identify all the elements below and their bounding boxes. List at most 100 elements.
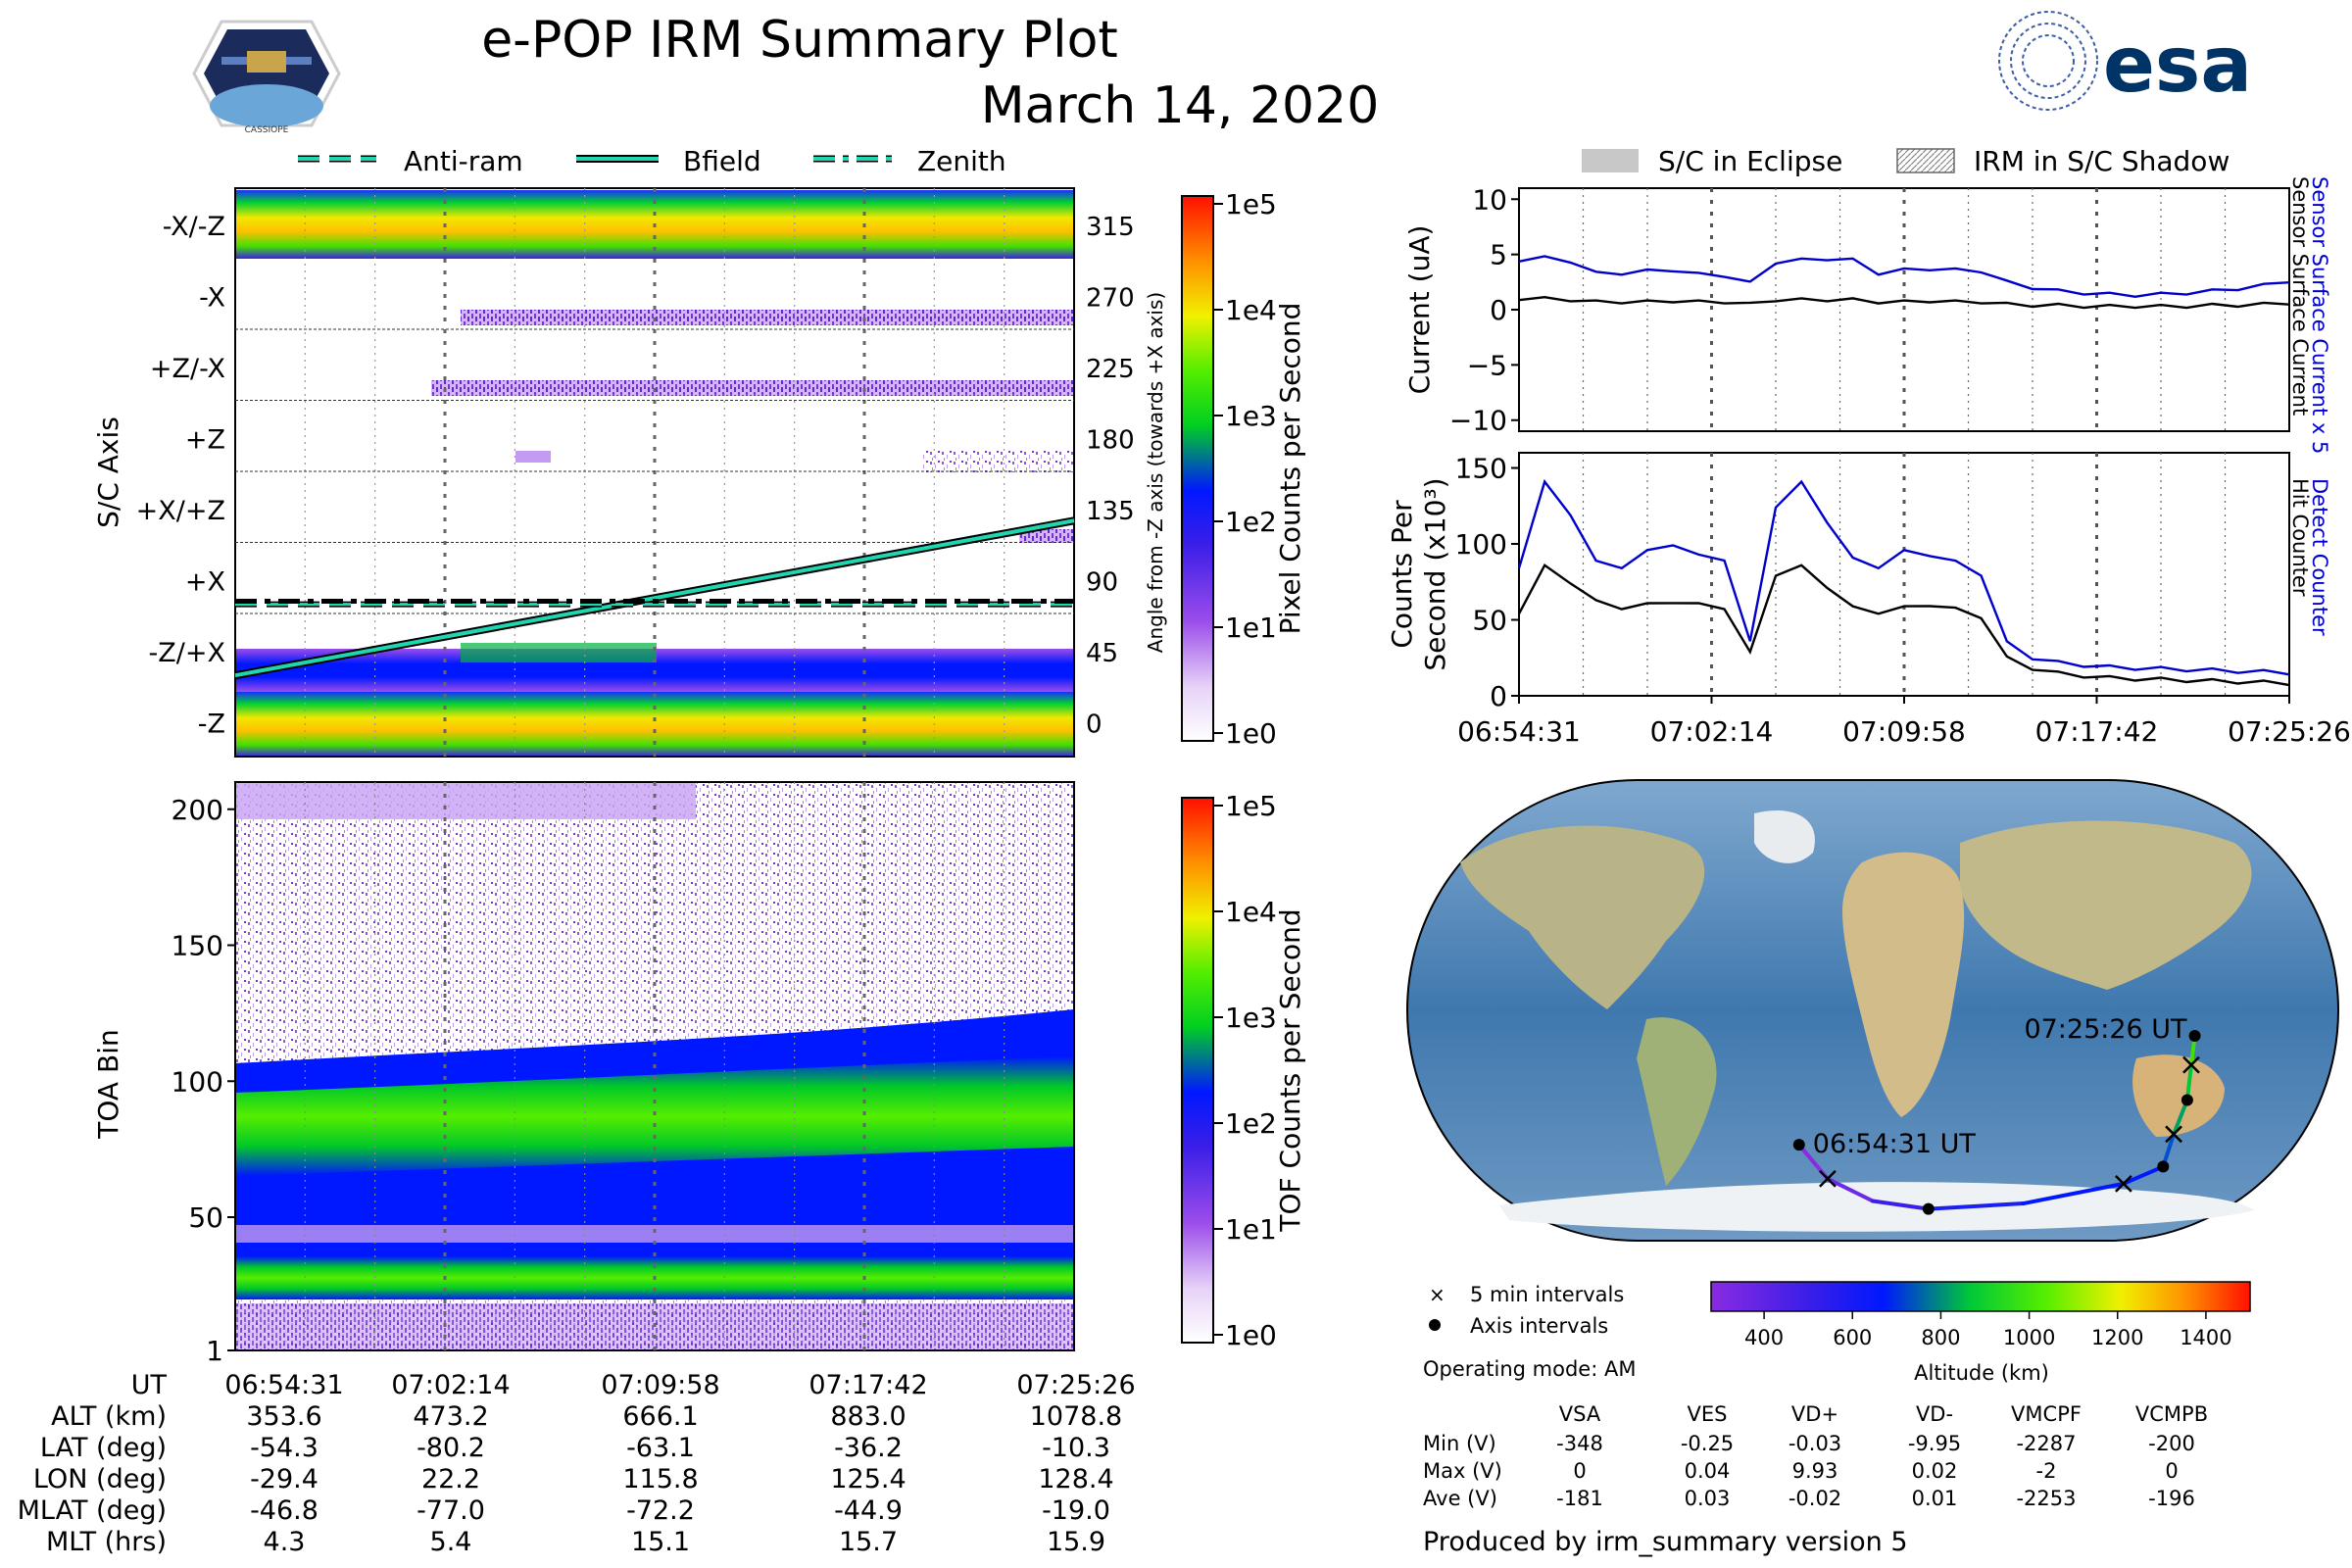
esa-wordmark: esa	[2103, 22, 2252, 110]
ground-track-segment	[2184, 1062, 2193, 1102]
voltage-header: VSA	[1559, 1402, 1601, 1426]
five-min-cross	[2115, 1174, 2132, 1193]
axis-interval-dot	[2180, 1094, 2193, 1106]
ephemeris-cell: -77.0	[416, 1495, 485, 1526]
sc-angle-tick: 180	[1086, 426, 1135, 456]
altitude-colorbar	[1710, 1281, 2251, 1312]
voltage-cell: -2253	[2016, 1487, 2076, 1510]
ground-track-segment	[1926, 1201, 2026, 1211]
sc-angle-tick: 90	[1086, 568, 1118, 598]
altitude-label: Altitude (km)	[1914, 1361, 2049, 1385]
legend-eclipse: S/C in Eclipse	[1658, 145, 1842, 177]
current-ylabel: Current (uA)	[1403, 225, 1436, 395]
ephemeris-cell: 5.4	[430, 1527, 472, 1557]
voltage-table: VSA VES VD+ VD- VMCPF VCMPB Min (V) -348 -0.25 -0…	[1423, 1402, 2208, 1510]
series-line-black	[1518, 295, 2290, 310]
colorbar-tick-label: 1e1	[1225, 1213, 1277, 1246]
voltage-cell: -9.95	[1908, 1432, 1961, 1455]
satellite-icon	[247, 51, 286, 73]
altitude-tick-label: 600	[1833, 1326, 1872, 1349]
altitude-tick-label: 1000	[2003, 1326, 2055, 1349]
voltage-header: VD-	[1916, 1402, 1953, 1426]
landmass-australia	[2132, 1054, 2225, 1137]
ephemeris-cell: -19.0	[1042, 1495, 1110, 1526]
toa-ylabel: TOA Bin	[92, 1029, 124, 1139]
cassiope-logo: CASSIOPE	[192, 20, 341, 135]
voltage-cell: -0.03	[1788, 1432, 1841, 1455]
counts-ylabel-1: Counts Per	[1386, 500, 1418, 649]
sc-axis-category: -Z/+X	[149, 638, 225, 668]
ephemeris-cell: -63.1	[626, 1433, 695, 1463]
sc-angle-label: Angle from -Z axis (towards +X axis)	[1144, 292, 1167, 653]
sc-axis-category: +X	[185, 567, 225, 598]
sc-angle-tick: 315	[1086, 213, 1135, 242]
ephemeris-cell: -10.3	[1042, 1433, 1110, 1463]
legend-bfield: Bfield	[683, 145, 761, 177]
voltage-row-label: Min (V)	[1423, 1432, 1496, 1455]
ephemeris-cell: -36.2	[834, 1433, 903, 1463]
cross-marker-icon: ×	[1429, 1283, 1446, 1306]
sc-axis-ylabel: S/C Axis	[92, 416, 124, 528]
sc-angle-tick: 225	[1086, 355, 1135, 384]
toa-panel: 200 150 100 50 1	[172, 781, 1075, 1367]
series-line-blue	[1518, 255, 2290, 299]
ephemeris-cell: 15.9	[1047, 1527, 1105, 1557]
colorbar-tick-label: 1e1	[1225, 612, 1277, 644]
colorbar-tick-label: 1e4	[1225, 896, 1277, 928]
sc-angle-tick: 45	[1086, 639, 1118, 668]
voltage-cell: 0.04	[1685, 1459, 1731, 1483]
axis-interval-dot	[1922, 1202, 1935, 1215]
ephemeris-cell: 15.7	[839, 1527, 898, 1557]
axis-interval-dot	[2157, 1160, 2170, 1173]
ytick-label: 10	[1472, 183, 1507, 216]
sc-axis-category: -X	[199, 283, 225, 314]
colorbar-tick-label: 1e5	[1225, 790, 1277, 822]
axis-interval-dot	[2188, 1030, 2201, 1043]
legend-shadow: IRM in S/C Shadow	[1974, 145, 2230, 177]
tof-colorbar	[1181, 797, 1214, 1344]
voltage-cell: -181	[1556, 1487, 1603, 1510]
counts-right-label-blue: Detect Counter	[2308, 478, 2331, 636]
voltage-cell: -0.25	[1681, 1432, 1734, 1455]
sc-axis-category: -X/-Z	[163, 212, 225, 242]
altitude-tick-label: 800	[1921, 1326, 1960, 1349]
tof-colorbar-label: TOF Counts per Second	[1274, 908, 1306, 1232]
ephemeris-cell: 125.4	[830, 1464, 906, 1494]
ytick-label: 50	[1472, 605, 1507, 637]
voltage-cell: -348	[1556, 1432, 1603, 1455]
voltage-row-label: Ave (V)	[1423, 1487, 1497, 1510]
toa-ytick-label: 1	[206, 1335, 223, 1367]
ground-track-segment	[1871, 1199, 1931, 1211]
counts-right-label-black: Hit Counter	[2288, 478, 2312, 597]
ground-track-segment	[2021, 1181, 2126, 1206]
ground-track-segment	[1825, 1176, 1875, 1203]
direction-legend: Anti-ram Bfield Zenith	[298, 145, 1006, 177]
altitude-tick-label: 1200	[2091, 1326, 2143, 1349]
world-map: 06:54:31 UT 07:25:26 UT	[1406, 779, 2339, 1242]
toa-ytick-label: 100	[172, 1065, 223, 1098]
colorbar-tick-label: 1e3	[1225, 400, 1277, 432]
ytick-label: 0	[1490, 680, 1507, 712]
ephemeris-cell: -44.9	[834, 1495, 903, 1526]
ephemeris-cell: 473.2	[413, 1401, 488, 1432]
ephemeris-cell: 4.3	[264, 1527, 306, 1557]
current-panel: 10 5 0 −5 −10	[1449, 183, 2290, 437]
landmass-north-america	[1460, 825, 1705, 1009]
voltage-cell: 0.03	[1685, 1487, 1731, 1510]
voltage-cell: 0	[2165, 1459, 2178, 1483]
ephemeris-cell: 883.0	[830, 1401, 906, 1432]
track-start-label: 06:54:31 UT	[1813, 1129, 1977, 1159]
ephemeris-cell: -72.2	[626, 1495, 695, 1526]
five-min-cross	[1819, 1169, 1837, 1188]
altitude-tick-label: 1400	[2180, 1326, 2231, 1349]
current-right-label-blue: Sensor Surface Current x 5	[2308, 176, 2331, 454]
toa-ytick-label: 150	[172, 930, 223, 962]
sc-axis-category: +Z/-X	[150, 354, 225, 384]
ytick-label: 100	[1455, 528, 1507, 561]
series-line-blue	[1517, 478, 2290, 676]
dot-marker-icon	[1429, 1319, 1441, 1331]
colorbar-tick-label: 1e5	[1225, 188, 1277, 220]
ephemeris-cell: 128.4	[1038, 1464, 1113, 1494]
voltage-header: VMCPF	[2011, 1402, 2082, 1426]
